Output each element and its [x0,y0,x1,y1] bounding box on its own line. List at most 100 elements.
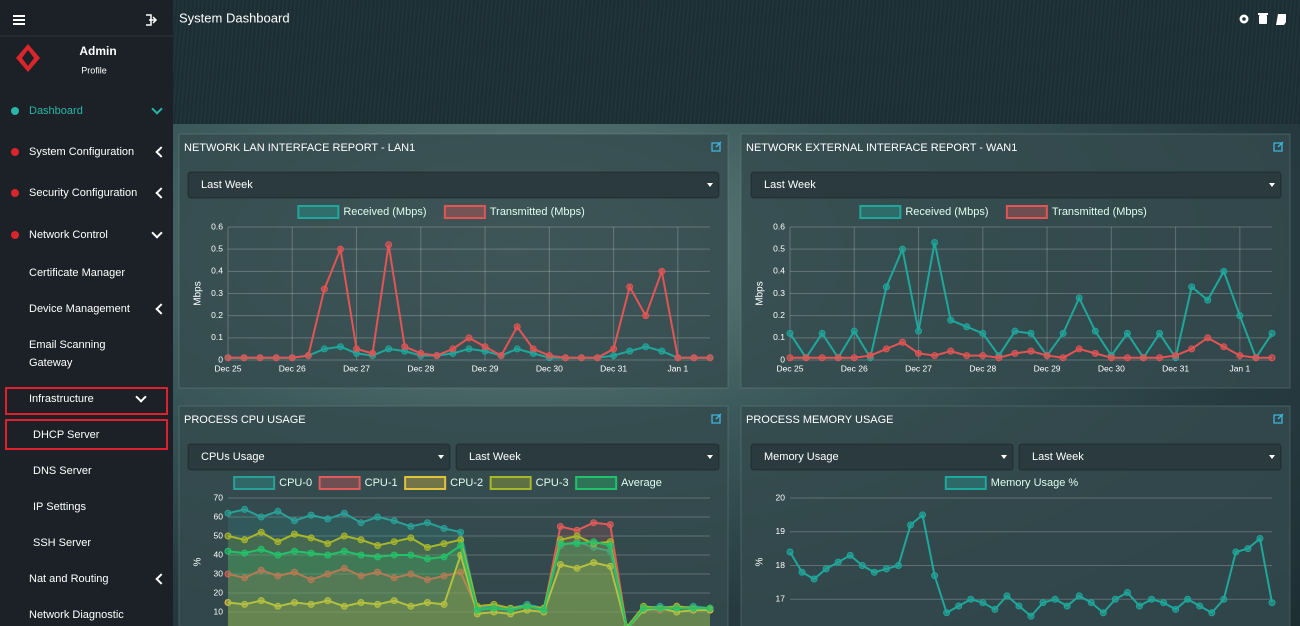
data-point [274,602,282,610]
data-point [336,343,344,351]
data-point [590,538,598,546]
data-point [626,283,634,291]
dropdown-caret [438,455,444,459]
data-point [1268,599,1276,607]
y-tick-label: 0.6 [773,221,785,231]
menu-item[interactable]: Certificate Manager [29,267,125,279]
legend-label: CPU-1 [365,477,398,489]
profile-link[interactable]: Profile [81,65,107,75]
data-point [357,599,365,606]
data-point [658,347,666,355]
data-point [786,354,794,362]
data-point [1003,592,1011,600]
data-point [786,548,794,556]
data-point [577,354,585,362]
menu-item[interactable]: SSH Server [33,537,92,549]
data-point [257,528,265,536]
legend-swatch [233,476,276,490]
data-point [224,354,232,362]
data-point [995,354,1003,362]
menu-item[interactable]: Security Configuration [29,187,138,199]
data-point [224,532,232,540]
legend-label: CPU-0 [279,477,312,489]
data-point [606,521,614,529]
x-tick-label: Jan 1 [1229,363,1250,373]
panel [740,405,1291,626]
data-point [369,349,377,357]
menu-icon [11,189,19,197]
data-point [882,345,890,353]
data-point [573,564,581,572]
data-point [241,549,249,557]
menu-icon [11,148,19,156]
dropdown[interactable] [187,443,451,471]
menu-toggle[interactable] [13,15,25,25]
data-point [545,352,553,360]
data-point [374,600,382,608]
dropdown[interactable] [455,443,720,471]
data-point [1027,347,1035,355]
data-point [274,507,282,515]
data-point [1011,327,1019,335]
menu-item[interactable]: Network Diagnostic [29,609,124,621]
x-tick-label: Dec 29 [472,363,499,373]
y-tick-label: 40 [214,549,224,559]
data-point [449,345,457,353]
dropdown[interactable] [187,171,720,199]
data-point [1087,599,1095,607]
data-point [257,513,265,521]
y-tick-label: 0.6 [211,221,223,231]
data-point [556,540,564,548]
menu-item[interactable]: DNS Server [33,465,92,477]
data-point [556,561,564,568]
data-point [850,327,858,335]
data-point [423,519,431,527]
menu-item[interactable]: Infrastructure [29,393,94,405]
header-icons[interactable] [1239,13,1287,25]
data-point [1135,602,1143,610]
y-tick-label: 0.4 [211,266,223,276]
x-tick-label: Dec 28 [969,363,996,373]
panel [178,405,729,626]
data-point [1027,612,1035,620]
logout-icon[interactable] [146,14,158,26]
dropdown[interactable] [750,171,1282,199]
menu-item[interactable]: Dashboard [29,105,83,117]
dropdown[interactable] [750,443,1014,471]
x-tick-label: Dec 29 [1034,363,1061,373]
y-tick-label: 18 [776,560,786,570]
data-point [224,599,232,606]
dropdown[interactable] [1018,443,1282,471]
legend-swatch [404,476,447,490]
data-point [1268,329,1276,337]
data-point [357,572,365,580]
data-point [324,540,332,548]
data-point [979,352,987,360]
data-point [834,354,842,362]
menu-item[interactable]: Nat and Routing [29,573,109,585]
data-point [340,509,348,517]
data-point [1268,354,1276,362]
data-point [1123,589,1131,596]
menu-item[interactable]: DHCP Server [33,429,100,441]
data-point [786,329,794,337]
dropdown-value: CPUs Usage [201,451,265,463]
data-point [943,609,951,617]
y-tick-label: 19 [776,526,786,536]
menu-item[interactable]: IP Settings [33,501,86,513]
data-point [336,245,344,253]
menu-item[interactable]: System Configuration [29,146,135,158]
menu-item[interactable]: Email Scanning Gateway [29,339,106,369]
data-point [241,574,249,582]
data-point [390,517,398,525]
data-point [440,553,448,561]
data-point [1256,535,1264,542]
data-point [423,576,431,584]
data-point [606,562,614,570]
data-point [1027,329,1035,337]
panel-title: PROCESS MEMORY USAGE [746,414,894,426]
data-point [706,354,714,362]
y-axis-label: Mbps [755,281,766,305]
menu-item[interactable]: Device Management [29,303,130,315]
menu-item[interactable]: Network Control [29,229,108,241]
